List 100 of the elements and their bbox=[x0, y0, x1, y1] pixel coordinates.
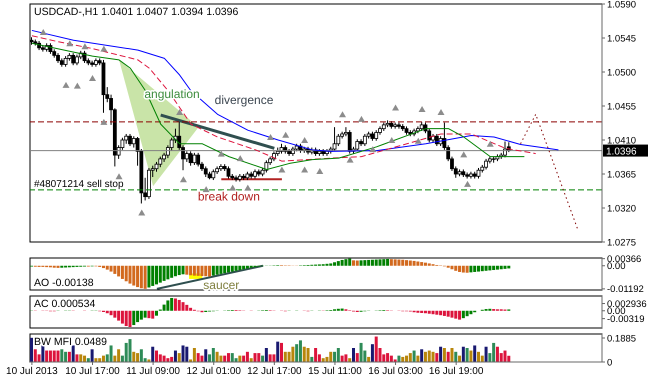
y-tick-label: 0.1885 bbox=[607, 333, 636, 344]
bar bbox=[450, 310, 454, 318]
bar bbox=[242, 356, 246, 362]
bar bbox=[264, 348, 268, 362]
bar bbox=[140, 349, 143, 362]
bar bbox=[110, 345, 113, 362]
bar bbox=[246, 352, 249, 362]
bar bbox=[158, 354, 162, 362]
bar bbox=[189, 308, 192, 311]
bar bbox=[458, 266, 462, 272]
bar bbox=[117, 310, 120, 321]
y-tick-label: 1.0590 bbox=[607, 0, 636, 10]
bar bbox=[200, 356, 204, 362]
annotation: break down bbox=[198, 190, 260, 204]
candlestick bbox=[370, 131, 374, 142]
bar bbox=[314, 348, 318, 362]
bar bbox=[394, 259, 397, 266]
bar bbox=[424, 352, 427, 362]
point bbox=[62, 82, 70, 88]
bar bbox=[344, 354, 348, 362]
bar bbox=[189, 266, 192, 276]
bar bbox=[158, 266, 162, 283]
y-tick-label: 1.0455 bbox=[607, 101, 636, 112]
ref-line-label: #48071214 sell stop bbox=[34, 178, 124, 190]
bar bbox=[405, 356, 408, 362]
bar bbox=[140, 310, 143, 320]
bar bbox=[291, 346, 294, 362]
bar bbox=[48, 350, 52, 362]
bar bbox=[420, 262, 424, 266]
bar bbox=[174, 298, 177, 311]
point bbox=[464, 180, 472, 187]
candlestick bbox=[188, 150, 192, 166]
bar bbox=[329, 352, 332, 362]
bar bbox=[476, 352, 480, 362]
bar bbox=[132, 266, 136, 286]
point bbox=[218, 150, 225, 157]
bar bbox=[52, 350, 56, 362]
bar bbox=[120, 310, 124, 324]
bar bbox=[60, 349, 64, 362]
annotation: saucer bbox=[203, 278, 240, 292]
bar bbox=[382, 259, 386, 266]
bar bbox=[246, 266, 249, 268]
bar bbox=[208, 266, 212, 276]
bar bbox=[416, 261, 420, 266]
y-tick-label: 1.0500 bbox=[607, 67, 636, 78]
candlestick bbox=[503, 141, 507, 158]
line-series bbox=[31, 30, 559, 152]
bar bbox=[261, 356, 264, 362]
x-tick-label: 15 Jul 11:00 bbox=[308, 366, 362, 378]
bar bbox=[136, 353, 140, 362]
point bbox=[369, 146, 376, 152]
bar bbox=[428, 263, 431, 266]
bar bbox=[412, 260, 416, 266]
bar bbox=[155, 266, 158, 284]
bar bbox=[360, 260, 363, 266]
bar bbox=[473, 345, 476, 362]
bar bbox=[94, 358, 98, 362]
bar bbox=[86, 358, 90, 362]
bar bbox=[473, 266, 476, 272]
point bbox=[358, 116, 365, 122]
y-tick-label: 1.0275 bbox=[607, 237, 636, 248]
bar bbox=[480, 266, 484, 272]
bar bbox=[469, 266, 472, 272]
candlestick bbox=[362, 133, 367, 147]
bar bbox=[144, 310, 147, 318]
bar bbox=[348, 358, 352, 362]
y-tick-label: 1.0365 bbox=[607, 169, 636, 180]
candlestick bbox=[332, 126, 336, 152]
bar bbox=[496, 346, 499, 362]
bar bbox=[128, 339, 132, 362]
candlestick bbox=[158, 156, 162, 168]
y-tick-label: 1.0410 bbox=[607, 135, 636, 146]
candlestick bbox=[132, 136, 136, 148]
bar bbox=[374, 336, 378, 362]
bar bbox=[192, 266, 196, 276]
bar bbox=[113, 310, 116, 318]
bar bbox=[466, 348, 469, 362]
y-tick-label: 1.0320 bbox=[607, 203, 636, 214]
chart-title: AC 0.000534 bbox=[34, 298, 96, 310]
bar bbox=[174, 266, 177, 276]
bar bbox=[412, 350, 416, 362]
bar bbox=[75, 354, 78, 362]
bar bbox=[98, 358, 102, 362]
bar bbox=[333, 262, 336, 266]
bar bbox=[230, 266, 234, 272]
bar bbox=[117, 349, 120, 362]
bar bbox=[295, 344, 298, 362]
point bbox=[176, 109, 184, 116]
bar bbox=[302, 346, 306, 362]
candlestick bbox=[476, 167, 480, 180]
point bbox=[116, 173, 123, 180]
bar bbox=[386, 258, 390, 266]
bar bbox=[132, 352, 136, 362]
point bbox=[316, 168, 324, 174]
ref-line-label: 1.0396 bbox=[606, 146, 638, 158]
candlestick bbox=[192, 152, 196, 166]
bar bbox=[424, 262, 427, 266]
point bbox=[486, 140, 494, 147]
bar bbox=[155, 310, 158, 316]
bar bbox=[147, 266, 150, 288]
